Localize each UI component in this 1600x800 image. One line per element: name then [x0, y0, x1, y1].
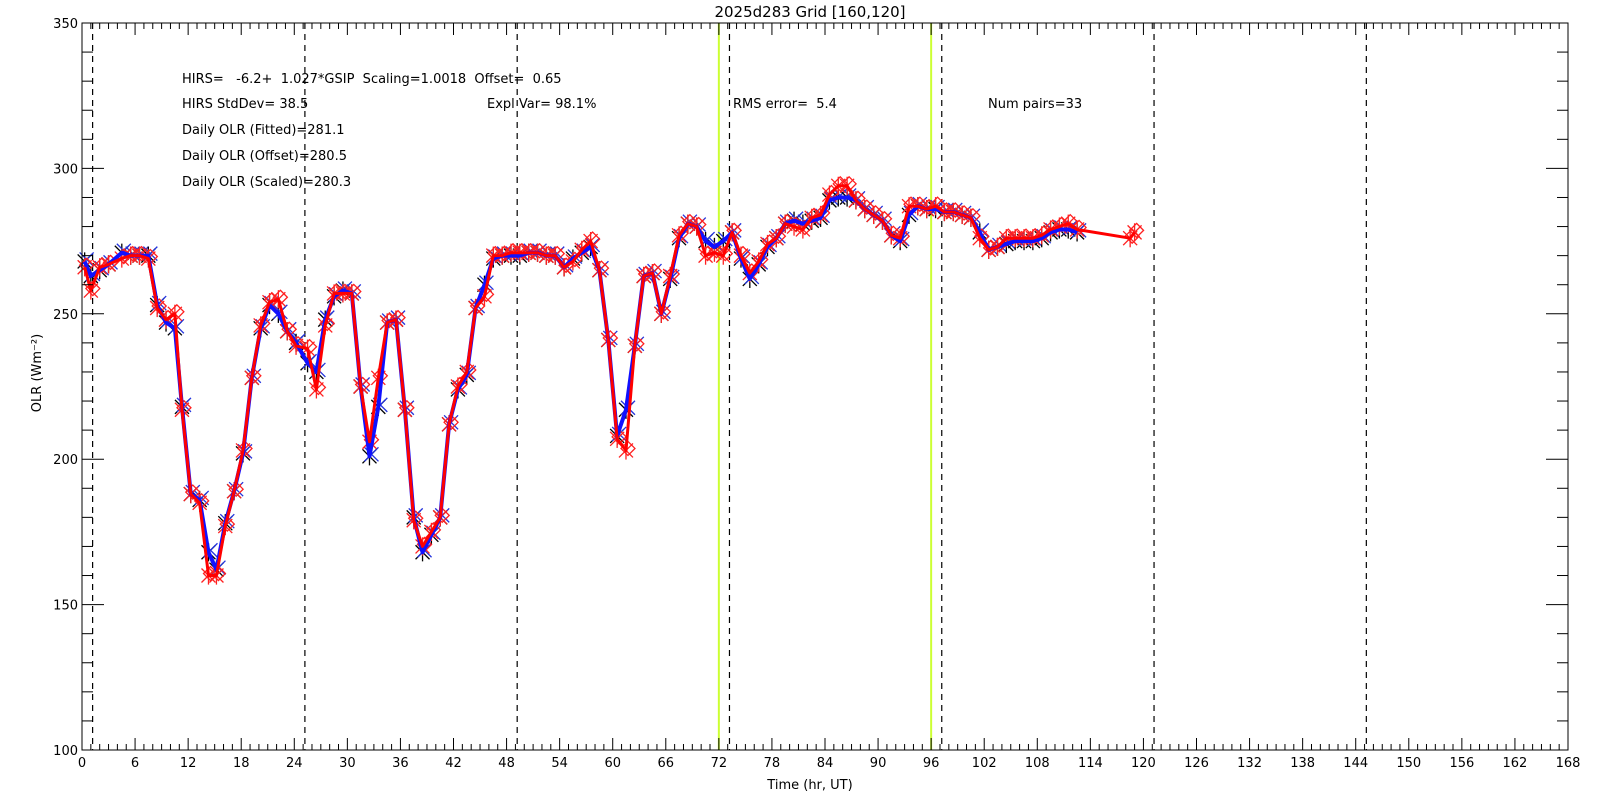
series2-point-diamond — [469, 298, 486, 314]
x-tick-label: 18 — [233, 756, 250, 771]
annotation-fitted: Daily OLR (Fitted)=281.1 — [182, 123, 345, 138]
x-tick-label: 90 — [870, 756, 887, 771]
series2-point-diamond — [956, 205, 973, 221]
series2-point-diamond — [752, 251, 769, 268]
series2-point-diamond — [237, 440, 253, 457]
y-tick-label: 100 — [53, 744, 78, 759]
annotation-rms: RMS error= 5.4 — [733, 97, 837, 112]
x-tick-label: 132 — [1237, 756, 1262, 771]
y-tick-label: 350 — [53, 17, 78, 32]
x-tick-label: 162 — [1503, 756, 1528, 771]
series2-point-diamond — [575, 239, 592, 256]
series2-point-diamond — [310, 379, 327, 396]
x-tick-label: 114 — [1078, 756, 1103, 771]
x-tick-label: 96 — [923, 756, 940, 771]
x-tick-label: 126 — [1184, 756, 1209, 771]
x-tick-label: 36 — [392, 756, 409, 771]
annotation-stddev: HIRS StdDev= 38.5 — [182, 97, 308, 112]
annotation-fit: HIRS= -6.2+ 1.027*GSIP Scaling=1.0018 Of… — [182, 72, 562, 87]
series2-point-diamond — [717, 245, 734, 262]
series2-point-diamond — [168, 303, 185, 320]
y-tick-label: 200 — [53, 453, 78, 468]
x-tick-label: 108 — [1025, 756, 1050, 771]
series2-point-diamond — [1128, 222, 1145, 239]
series2-point-diamond — [460, 362, 477, 378]
x-tick-label: 6 — [131, 756, 139, 771]
series2-line — [83, 184, 1136, 577]
reference-lines — [92, 23, 1367, 750]
x-tick-label: 150 — [1396, 756, 1421, 771]
x-tick-label: 12 — [180, 756, 197, 771]
x-tick-label: 72 — [711, 756, 728, 771]
series2-point-diamond — [425, 521, 442, 538]
series2-point-diamond — [228, 481, 245, 498]
series2-point-diamond — [770, 228, 787, 245]
x-tick-label: 78 — [764, 756, 781, 771]
x-tick-label: 120 — [1131, 756, 1156, 771]
series2-point-diamond — [911, 196, 928, 213]
x-tick-label: 84 — [817, 756, 834, 771]
x-tick-label: 66 — [658, 756, 675, 771]
x-tick-label: 42 — [445, 756, 462, 771]
y-axis-label: OLR (Wm⁻²) — [30, 334, 45, 412]
x-tick-label: 0 — [78, 756, 86, 771]
series2-point-diamond — [681, 213, 698, 230]
y-tick-label: 300 — [53, 162, 78, 177]
chart-title: 2025d283 Grid [160,120] — [714, 3, 905, 21]
series2-point-diamond — [664, 266, 681, 282]
series2-point-diamond — [628, 335, 645, 352]
annotation-explvar: Expl Var= 98.1% — [487, 97, 596, 112]
series2-point-diamond — [245, 367, 262, 384]
series2-point-diamond — [991, 236, 1008, 253]
y-tick-label: 150 — [53, 599, 78, 614]
series2-point-diamond — [814, 205, 831, 221]
series2-point-diamond — [566, 251, 583, 268]
x-tick-label: 60 — [604, 756, 621, 771]
x-tick-label: 144 — [1343, 756, 1368, 771]
x-tick-label: 30 — [339, 756, 356, 771]
series2-point-diamond — [867, 205, 884, 221]
series2-point-diamond — [443, 414, 459, 431]
series-layer — [77, 175, 1145, 585]
x-axis-label: Time (hr, UT) — [766, 778, 852, 793]
series2-point-diamond — [894, 228, 911, 245]
annotation-scaled: Daily OLR (Scaled)=280.3 — [182, 175, 351, 190]
axes: 0 6 12 18 24 30 36 42 48 54 60 66 72 78 84 90 96 102 108 11… — [53, 17, 1580, 771]
x-tick-label: 102 — [972, 756, 997, 771]
series2-point-diamond — [254, 315, 271, 332]
annotation-pairs: Num pairs=33 — [988, 97, 1082, 112]
x-tick-label: 168 — [1556, 756, 1581, 771]
series2-point-diamond — [184, 484, 201, 501]
series2-point-diamond — [796, 219, 813, 236]
series2-point-diamond — [219, 516, 236, 533]
x-tick-label: 138 — [1290, 756, 1315, 771]
x-tick-label: 54 — [551, 756, 568, 771]
series2-point-diamond — [947, 202, 964, 218]
x-tick-label: 24 — [286, 756, 303, 771]
y-tick-label: 250 — [53, 308, 78, 323]
series2-point-diamond — [319, 315, 336, 332]
x-tick-label: 156 — [1449, 756, 1474, 771]
series2-point-diamond — [434, 507, 451, 524]
series2-point-diamond — [708, 242, 725, 259]
series2-point-diamond — [133, 245, 150, 262]
series2-point-diamond — [210, 565, 227, 582]
series2-point-diamond — [1071, 219, 1088, 236]
annotation-offset: Daily OLR (Offset)=280.5 — [182, 149, 347, 164]
x-tick-label: 48 — [498, 756, 515, 771]
series2-point-diamond — [531, 242, 548, 259]
